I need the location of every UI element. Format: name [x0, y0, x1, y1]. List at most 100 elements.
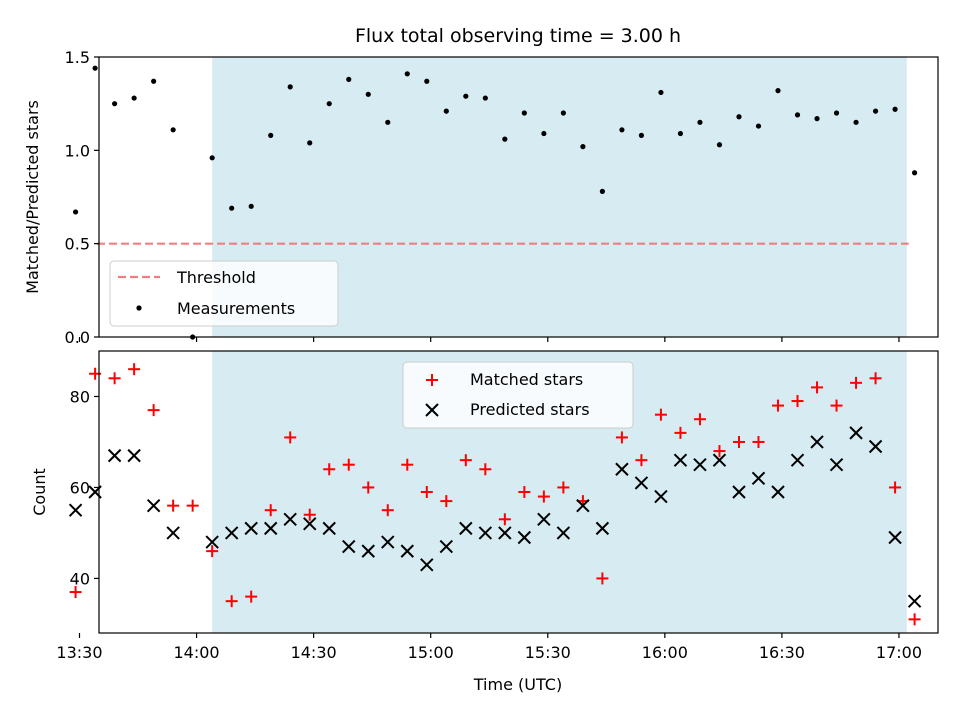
bottom-y-axis: 40 60 80 — [70, 387, 99, 588]
bottom-y-tick-label: 60 — [70, 478, 90, 497]
predicted-star-point — [868, 439, 883, 454]
predicted-star-point — [634, 476, 649, 490]
measurement-point — [755, 123, 762, 129]
matched-star-point — [752, 435, 765, 448]
top-panel: 0.0 0.5 1.0 1.5 Matched/Predicted stars Thr… — [23, 48, 939, 347]
predicted-star-point — [459, 521, 473, 536]
matched-star-point — [732, 435, 745, 448]
top-y-axis-label: Matched/Predicted stars — [23, 100, 42, 294]
measurement-point — [521, 110, 527, 116]
matched-star-point — [537, 490, 550, 503]
bottom-x-tick-label: 15:30 — [525, 643, 571, 662]
predicted-star-point — [283, 512, 297, 526]
predicted-star-point — [790, 453, 805, 467]
measurement-point — [404, 71, 410, 77]
matched-star-point — [147, 404, 160, 417]
measurement-point — [385, 119, 391, 125]
bottom-y-tick-label: 80 — [70, 387, 90, 406]
predicted-star-point — [673, 453, 688, 467]
bottom-axes-frame — [98, 350, 939, 634]
matched-star-point — [128, 363, 141, 376]
measurement-point — [619, 127, 625, 133]
measurement-point — [151, 78, 157, 84]
measurement-point — [892, 106, 898, 112]
predicted-star-point — [205, 535, 219, 549]
top-axes-frame — [98, 56, 939, 338]
measurement-point — [833, 110, 840, 116]
predicted-star-point — [381, 535, 395, 549]
measurement-point — [248, 203, 254, 209]
predicted-star-point — [342, 539, 356, 554]
predicted-star-point — [615, 462, 629, 476]
matched-star-point — [342, 458, 355, 471]
predicted-star-point — [907, 594, 922, 608]
predicted-star-point — [732, 485, 746, 499]
predicted-star-point — [107, 448, 122, 463]
matched-star-point — [693, 413, 706, 426]
predicted-stars-series — [68, 426, 922, 608]
matched-star-point — [654, 408, 667, 421]
predicted-star-point — [654, 489, 668, 504]
predicted-star-point — [888, 530, 902, 545]
matched-star-point — [323, 463, 336, 476]
bottom-x-tick-label: 14:00 — [174, 643, 220, 662]
top-legend-box — [109, 260, 339, 327]
matched-star-point — [596, 572, 609, 585]
matched-star-point — [557, 481, 570, 494]
matched-star-point — [284, 431, 297, 444]
matched-star-point — [264, 504, 277, 517]
matched-star-point — [245, 590, 258, 603]
measurement-point — [443, 108, 449, 114]
measurement-point — [853, 119, 859, 125]
measurement-point — [814, 116, 820, 122]
bottom-x-tick-label: 16:00 — [642, 643, 688, 662]
matched-star-point — [206, 545, 219, 558]
matched-star-point — [791, 395, 804, 408]
matched-star-point — [772, 399, 785, 412]
predicted-star-point — [420, 558, 434, 572]
measurement-point — [658, 89, 664, 96]
matched-star-point — [615, 431, 628, 444]
matched-star-point — [459, 454, 472, 467]
matched-star-point — [479, 463, 492, 476]
predicted-star-point — [498, 526, 512, 540]
predicted-star-point — [537, 512, 551, 526]
matched-star-point — [674, 426, 687, 439]
matched-star-point — [362, 481, 375, 494]
measurement-point — [326, 101, 332, 107]
measurement-point — [638, 132, 645, 138]
bottom-x-tick-label: 17:00 — [876, 643, 922, 662]
matched-star-point — [713, 445, 726, 458]
bottom-y-tick-label: 40 — [70, 569, 90, 588]
predicted-star-point — [224, 526, 239, 540]
measurement-point — [716, 142, 723, 148]
predicted-star-point — [303, 517, 317, 531]
predicted-star-point — [771, 485, 785, 499]
measurement-point — [580, 144, 586, 150]
measurement-point — [794, 112, 801, 118]
measurement-point — [502, 136, 508, 142]
matched-star-point — [850, 376, 863, 389]
measurement-point — [346, 76, 352, 82]
measurement-point — [482, 95, 488, 101]
predicted-star-point — [576, 498, 590, 513]
predicted-star-point — [166, 526, 180, 540]
predicted-star-point — [146, 498, 161, 513]
legend-predicted-swatch — [425, 403, 439, 417]
predicted-star-point — [829, 458, 844, 472]
measurement-point — [599, 188, 606, 194]
predicted-star-point — [595, 521, 610, 536]
measurement-point — [677, 130, 684, 137]
measurement-point — [131, 95, 137, 101]
measurement-point — [287, 84, 293, 90]
matched-star-point — [830, 399, 843, 412]
measurement-point — [911, 170, 918, 176]
matched-star-point — [186, 499, 199, 512]
predicted-star-point — [244, 521, 258, 536]
top-y-tick-label: 0.5 — [65, 235, 90, 254]
matched-star-point — [303, 508, 316, 521]
bottom-panel: 40 60 80 13:30 14:00 14:30 15:00 15:30 16:00 16:… — [30, 350, 939, 694]
chart-title: Flux total observing time = 3.00 h — [355, 25, 681, 47]
measurement-point — [872, 108, 879, 114]
matched-star-point — [811, 381, 824, 394]
